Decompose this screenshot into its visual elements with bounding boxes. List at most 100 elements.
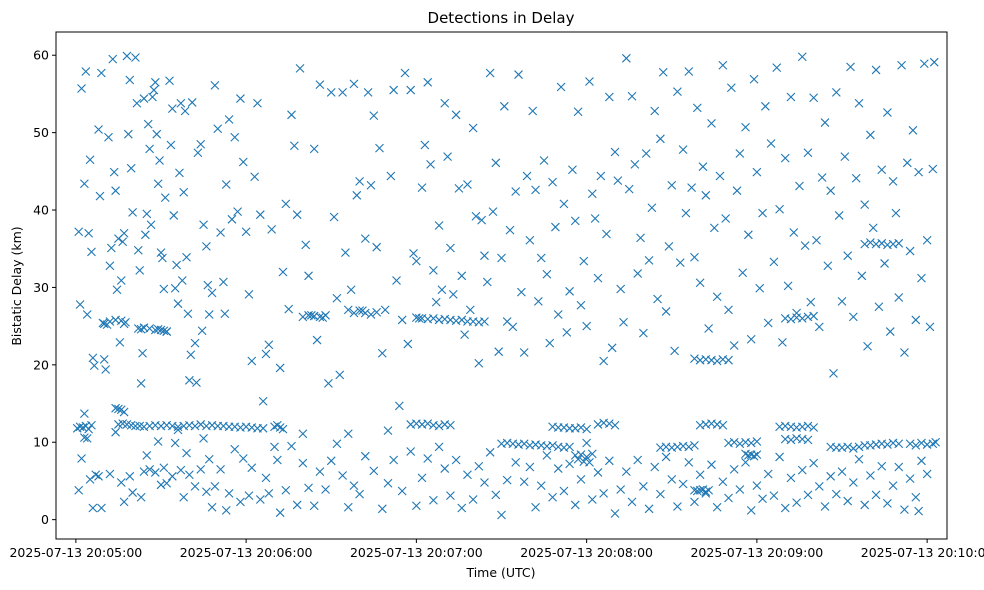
data-point (931, 437, 941, 447)
data-point (176, 465, 186, 475)
data-point (718, 477, 728, 487)
data-point (315, 312, 325, 322)
data-point (75, 300, 85, 309)
data-point (219, 277, 228, 287)
data-point (724, 305, 733, 315)
data-point (230, 132, 240, 142)
data-point (789, 228, 799, 237)
data-point (162, 478, 172, 488)
data-point (826, 186, 836, 196)
data-point (678, 145, 688, 155)
data-point (505, 225, 515, 235)
data-point (203, 280, 213, 290)
data-point (267, 224, 277, 234)
data-point (321, 485, 330, 494)
data-point (905, 439, 915, 449)
data-point (123, 129, 133, 139)
data-point (695, 485, 705, 495)
data-point (429, 266, 438, 275)
data-point (752, 167, 762, 177)
data-point (548, 492, 557, 502)
data-point (272, 455, 282, 465)
data-point (227, 214, 237, 224)
data-point (111, 186, 120, 196)
data-point (542, 269, 552, 279)
data-point (570, 500, 580, 510)
data-point (192, 378, 201, 388)
data-point (596, 171, 606, 181)
data-point (204, 310, 214, 319)
data-point (349, 79, 359, 89)
data-point (145, 464, 155, 474)
data-point (156, 325, 166, 335)
data-point (230, 444, 240, 454)
data-point (457, 271, 467, 281)
y-tick-label: 60 (33, 48, 49, 63)
data-point (911, 315, 921, 325)
data-point (528, 106, 538, 116)
data-point (116, 478, 126, 487)
data-point (746, 505, 756, 515)
data-point (613, 176, 623, 186)
data-point (298, 429, 308, 439)
data-point (360, 308, 370, 318)
data-point (929, 57, 939, 67)
data-point (136, 324, 146, 334)
data-point (196, 139, 206, 149)
data-point (278, 424, 288, 434)
data-point (199, 433, 208, 443)
data-point (514, 70, 523, 79)
data-point (531, 185, 540, 195)
data-point (565, 442, 574, 452)
data-point (542, 451, 552, 460)
data-point (82, 433, 92, 443)
data-point (132, 98, 142, 108)
data-point (190, 338, 200, 348)
data-point (548, 440, 557, 450)
data-point (105, 261, 115, 271)
data-point (377, 504, 387, 514)
data-point (673, 87, 682, 96)
data-point (593, 420, 603, 429)
data-point (287, 110, 296, 120)
data-point (170, 438, 180, 448)
data-point (258, 423, 268, 433)
data-point (664, 242, 674, 251)
data-point (857, 271, 867, 281)
data-point (516, 287, 526, 297)
data-point (451, 455, 461, 465)
data-point (131, 53, 140, 62)
data-point (525, 462, 535, 472)
data-point (905, 246, 915, 256)
data-point (258, 396, 268, 406)
data-point (687, 183, 697, 192)
data-point (270, 442, 279, 452)
data-point (411, 501, 421, 511)
data-point (497, 253, 506, 263)
data-point (843, 251, 853, 261)
data-point (114, 404, 123, 414)
data-point (115, 338, 125, 347)
data-point (928, 164, 938, 174)
data-point (380, 305, 390, 315)
data-point (562, 327, 572, 337)
data-point (138, 348, 147, 358)
x-tick-label: 2025-07-13 20:10:00 (861, 545, 984, 560)
data-point (236, 497, 245, 507)
data-point (238, 157, 248, 167)
data-point (375, 143, 384, 153)
x-tick-label: 2025-07-13 20:09:00 (690, 545, 823, 560)
data-point (156, 480, 166, 490)
data-point (735, 485, 745, 494)
data-point (851, 173, 861, 183)
data-point (167, 104, 177, 114)
data-point (775, 452, 784, 462)
data-point (908, 125, 918, 135)
data-point (216, 464, 225, 474)
data-point (457, 315, 467, 325)
data-point (417, 473, 427, 483)
data-point (474, 461, 484, 471)
data-point (837, 467, 847, 477)
data-point (735, 149, 745, 158)
